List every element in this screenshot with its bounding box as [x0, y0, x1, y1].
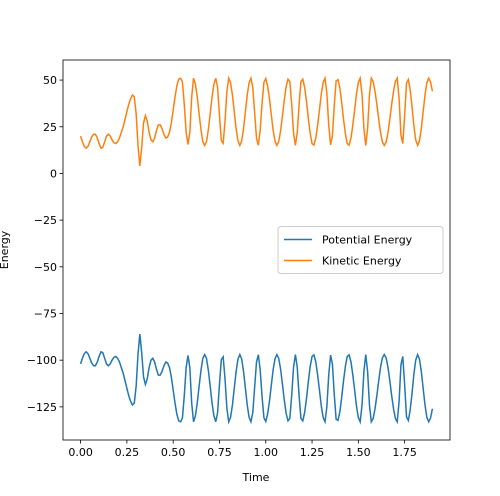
plot-frame [62, 59, 451, 441]
legend: Potential Energy Kinetic Energy [277, 226, 444, 274]
x-tick-label: 1.50 [346, 446, 371, 459]
legend-label: Kinetic Energy [322, 255, 402, 268]
x-tick-label: 1.00 [254, 446, 279, 459]
series-line [79, 75, 434, 167]
x-tick-label: 0.00 [68, 446, 93, 459]
y-tick-label: 25 [43, 121, 57, 134]
series-line [79, 333, 434, 425]
y-tick-label: −125 [27, 401, 57, 414]
y-tick-label: −75 [34, 307, 57, 320]
x-tick-label: 0.50 [161, 446, 186, 459]
x-tick-label: 1.25 [300, 446, 325, 459]
y-tick-label: −100 [27, 354, 57, 367]
plot-lines [79, 75, 434, 425]
y-tick-label: 0 [50, 167, 57, 180]
x-axis-label: Time [242, 471, 270, 484]
x-tick-label: 1.75 [392, 446, 417, 459]
y-tick-label: −25 [34, 214, 57, 227]
y-tick-label: −50 [34, 261, 57, 274]
x-tick-label: 0.25 [115, 446, 140, 459]
legend-box [277, 226, 444, 274]
x-tick-label: 0.75 [207, 446, 232, 459]
legend-label: Potential Energy [322, 234, 413, 247]
y-axis-label: Energy [0, 230, 11, 269]
y-tick-label: 50 [43, 74, 57, 87]
